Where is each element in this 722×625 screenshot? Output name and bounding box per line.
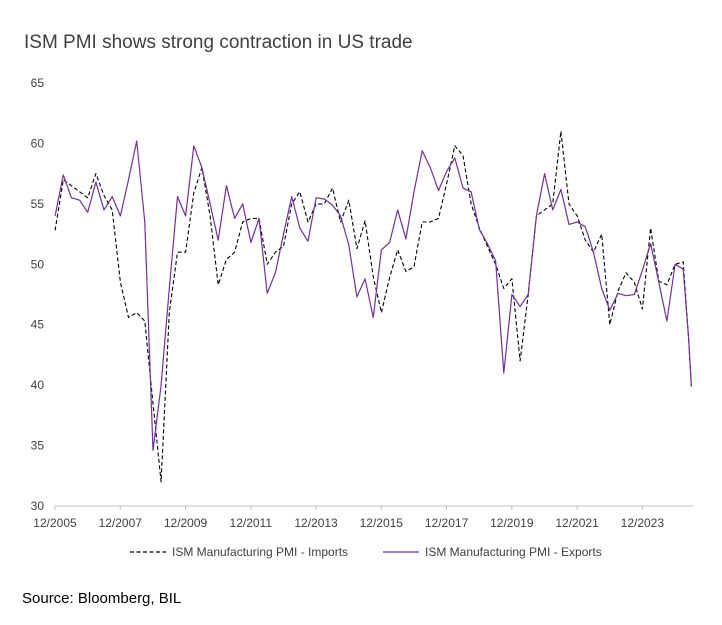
x-tick-label: 12/2009 xyxy=(164,516,208,530)
legend-label-imports: ISM Manufacturing PMI - Imports xyxy=(172,545,348,559)
legend-label-exports: ISM Manufacturing PMI - Exports xyxy=(425,545,602,559)
x-tick-label: 12/2021 xyxy=(555,516,599,530)
y-tick-label: 40 xyxy=(31,378,45,392)
series-line-exports xyxy=(54,140,692,451)
y-axis-ticks: 30 35 40 45 50 55 60 65 xyxy=(31,76,45,513)
x-tick-label: 12/2013 xyxy=(294,516,338,530)
source-note: Source: Bloomberg, BIL xyxy=(22,590,182,607)
x-tick-label: 12/2011 xyxy=(230,516,273,530)
x-tick-label: 12/2019 xyxy=(490,516,534,530)
y-tick-label: 60 xyxy=(31,136,45,150)
x-tick-label: 12/2005 xyxy=(33,516,77,530)
series-group xyxy=(54,130,692,483)
x-axis-ticks: 12/2005 12/2007 12/2009 12/2011 12/2013 12/20… xyxy=(33,506,664,530)
y-tick-label: 65 xyxy=(31,76,45,90)
x-tick-label: 12/2015 xyxy=(360,516,404,530)
x-tick-label: 12/2007 xyxy=(99,516,143,530)
y-tick-label: 50 xyxy=(31,257,45,271)
series-line-imports xyxy=(54,130,692,483)
y-tick-label: 30 xyxy=(31,499,45,513)
y-tick-label: 35 xyxy=(31,439,45,453)
legend: ISM Manufacturing PMI - Imports ISM Manuf… xyxy=(130,545,602,559)
y-tick-label: 45 xyxy=(31,318,45,332)
x-tick-label: 12/2017 xyxy=(425,516,469,530)
y-tick-label: 55 xyxy=(31,197,45,211)
x-tick-label: 12/2023 xyxy=(621,516,665,530)
chart-title: ISM PMI shows strong contraction in US t… xyxy=(24,32,413,53)
